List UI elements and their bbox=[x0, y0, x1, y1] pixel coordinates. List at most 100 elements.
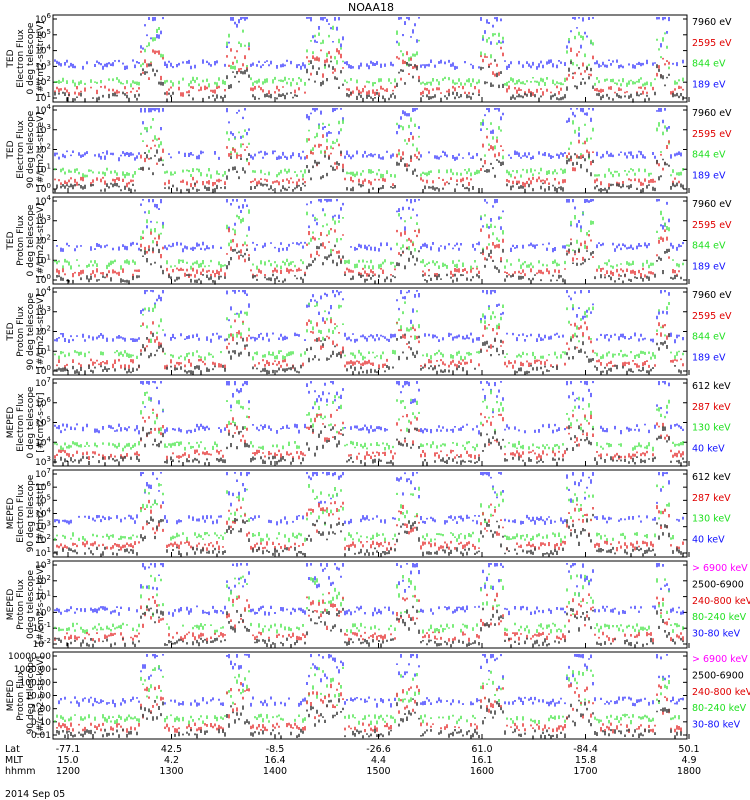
bottom-row-value: -8.5 bbox=[266, 744, 285, 755]
bottom-row-value: -26.6 bbox=[366, 744, 391, 755]
y-axis-label-line: [#/cm2-s-str-keV] bbox=[36, 565, 46, 644]
panel-8: 10000.00 1000.00 100.00 10.00 1.00 0.10 0.01 ME… bbox=[6, 651, 750, 741]
legend-entry: 189 eV bbox=[692, 170, 726, 181]
legend-entry: 844 eV bbox=[692, 59, 726, 70]
y-axis-label-line: MEPED bbox=[6, 407, 16, 439]
y-axis-label-line: Proton Flux bbox=[16, 306, 26, 357]
legend-entry: 287 keV bbox=[692, 402, 731, 413]
y-axis-label-line: 0 deg telescope bbox=[26, 386, 36, 458]
series-trace bbox=[54, 563, 684, 617]
legend-entry: 189 eV bbox=[692, 261, 726, 272]
y-axis-label-line: MEPED bbox=[6, 498, 16, 530]
data-traces bbox=[54, 17, 684, 103]
panel-frame bbox=[52, 105, 688, 194]
bottom-row-value: 1400 bbox=[263, 766, 287, 777]
legend-entry: 240-800 keV bbox=[692, 596, 750, 607]
legend-entry: 2595 eV bbox=[692, 311, 732, 322]
series-trace bbox=[54, 472, 684, 526]
y-tick-label: 0.10 bbox=[31, 718, 51, 728]
bottom-row-value: 15.0 bbox=[57, 755, 78, 766]
legend-entry: 612 keV bbox=[692, 472, 731, 483]
panel-frame bbox=[52, 560, 688, 649]
legend-entry: 844 eV bbox=[692, 332, 726, 343]
y-axis-label-line: Electron Flux bbox=[16, 120, 26, 179]
bottom-row-value: 16.4 bbox=[264, 755, 285, 766]
series-trace bbox=[56, 499, 684, 552]
y-axis-label-line: Electron Flux bbox=[16, 29, 26, 88]
series-trace bbox=[54, 46, 684, 97]
bottom-row-value: 1700 bbox=[573, 766, 597, 777]
series-trace bbox=[54, 381, 684, 435]
legend-entry: 7960 eV bbox=[692, 108, 732, 119]
panel-frame bbox=[52, 14, 688, 103]
figure-title: NOAA18 bbox=[348, 1, 394, 14]
data-traces bbox=[54, 472, 684, 558]
y-axis-label-line: 90 deg telescope bbox=[26, 110, 36, 188]
y-tick-label: 1.00 bbox=[31, 705, 51, 715]
bottom-row-value: -84.4 bbox=[573, 744, 598, 755]
panel-frame bbox=[52, 469, 688, 558]
y-axis-label-line: 90 deg telescope bbox=[26, 656, 36, 734]
series-trace bbox=[54, 605, 684, 649]
y-axis-label-line: [#/cm2-s-str] bbox=[36, 392, 46, 452]
y-axis-label-line: Proton Flux bbox=[16, 670, 26, 721]
bottom-row-label: hhmm bbox=[5, 766, 36, 777]
legend-entry: 7960 eV bbox=[692, 199, 732, 210]
series-trace bbox=[54, 149, 684, 194]
series-trace bbox=[56, 228, 680, 278]
bottom-row-value: -77.1 bbox=[56, 744, 81, 755]
legend-entry: 2500-6900 bbox=[692, 579, 744, 590]
y-axis-label-line: Electron Flux bbox=[16, 393, 26, 452]
y-axis-label-line: [#/cm2-s-str-eV] bbox=[36, 203, 46, 278]
series-trace bbox=[56, 242, 682, 285]
series-trace bbox=[54, 108, 682, 162]
bottom-row-label: MLT bbox=[5, 755, 23, 766]
series-trace bbox=[54, 332, 682, 376]
legend-entry: 2595 eV bbox=[692, 129, 732, 140]
y-axis-label-line: Proton Flux bbox=[16, 215, 26, 266]
y-axis-label-line: 90 deg telescope bbox=[26, 474, 36, 552]
bottom-row-value: 4.2 bbox=[164, 755, 179, 766]
y-tick-label: 107 bbox=[35, 467, 51, 480]
y-tick-label: 1000.00 bbox=[14, 665, 51, 675]
series-trace bbox=[54, 59, 684, 103]
series-trace bbox=[54, 483, 674, 543]
y-axis-label-line: [#/cm2-s-str] bbox=[36, 483, 46, 543]
legend-entry: 130 keV bbox=[692, 514, 731, 525]
series-trace bbox=[54, 301, 684, 361]
y-axis-label-line: Proton Flux bbox=[16, 579, 26, 630]
bottom-axis-labels: Lat -77.1 42.5 -8.5 -26.6 61.0 -84.4 50.1 MLT 15.… bbox=[5, 744, 701, 777]
legend-entry: 30-80 keV bbox=[692, 720, 741, 731]
series-trace bbox=[54, 117, 684, 179]
series-trace bbox=[54, 389, 684, 452]
panel-frame bbox=[52, 287, 688, 376]
y-axis-label-line: 0 deg telescope bbox=[26, 22, 36, 94]
y-axis-label-line: 0deg telescope bbox=[26, 570, 36, 640]
legend-entry: 189 eV bbox=[692, 352, 726, 363]
y-axis-label-line: 0 deg telescope bbox=[26, 204, 36, 276]
legend-entry: 612 keV bbox=[692, 381, 731, 392]
y-tick-label: 10.00 bbox=[25, 692, 51, 702]
series-trace bbox=[54, 290, 684, 344]
legend-entry: 7960 eV bbox=[692, 290, 732, 301]
data-traces bbox=[54, 108, 684, 194]
y-axis-label-line: Electron Flux bbox=[16, 484, 26, 543]
series-trace bbox=[58, 654, 684, 708]
series-trace bbox=[54, 665, 680, 725]
y-axis-label-line: [#/cm2-s-str-eV] bbox=[36, 112, 46, 187]
legend-entry: 7960 eV bbox=[692, 17, 732, 28]
legend-entry: 80-240 keV bbox=[692, 703, 747, 714]
series-trace bbox=[56, 682, 682, 734]
legend-entry: 287 keV bbox=[692, 493, 731, 504]
y-axis-label-line: TED bbox=[6, 140, 16, 159]
panel-frame bbox=[52, 378, 688, 467]
series-trace bbox=[54, 209, 684, 270]
bottom-row-value: 16.1 bbox=[471, 755, 492, 766]
bottom-row-value: 1500 bbox=[366, 766, 390, 777]
legend-entry: 30-80 keV bbox=[692, 629, 741, 640]
series-trace bbox=[54, 408, 684, 461]
